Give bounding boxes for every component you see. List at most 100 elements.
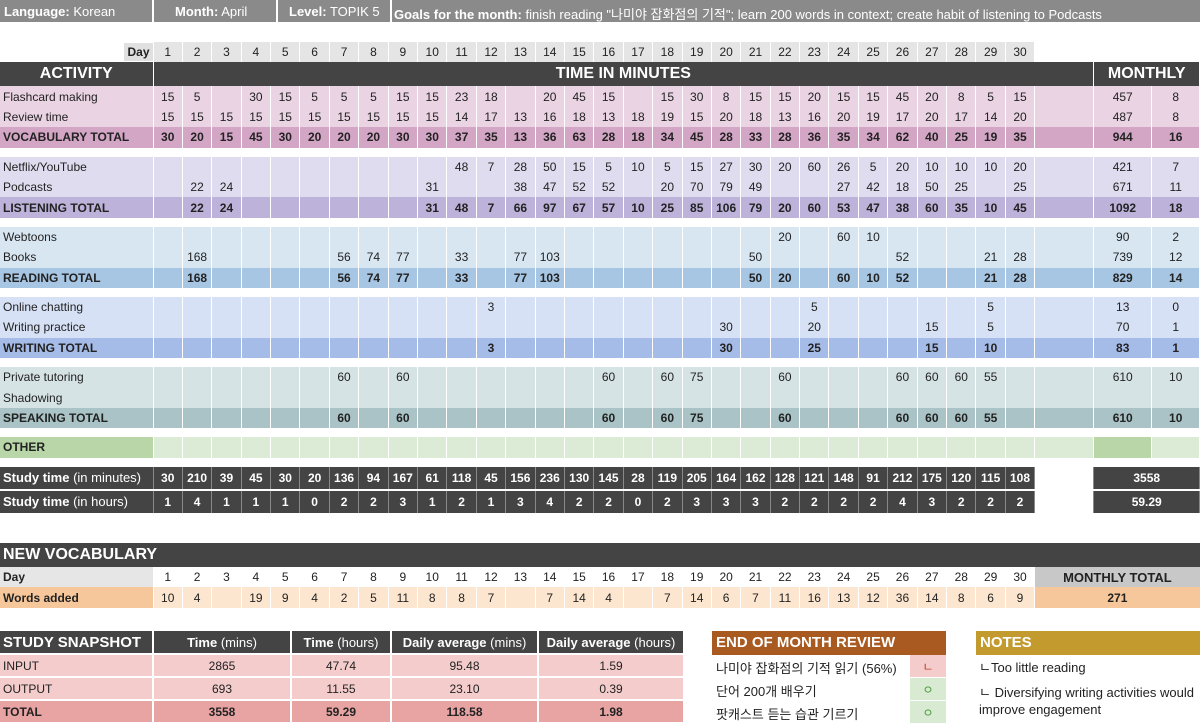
day-number: 28 xyxy=(946,42,977,63)
minutes-cell: 15 xyxy=(153,106,183,128)
minutes-cell xyxy=(505,86,536,107)
minutes-cell xyxy=(358,176,389,198)
day-number: 21 xyxy=(740,567,771,588)
minutes-cell xyxy=(946,387,977,408)
day-number: 7 xyxy=(329,567,360,588)
empty-cell xyxy=(564,437,595,458)
study-cell: 148 xyxy=(828,466,859,489)
day-number: 6 xyxy=(299,567,330,588)
minutes-cell: 49 xyxy=(740,176,771,198)
minutes-cell xyxy=(270,317,301,338)
minutes-cell xyxy=(711,387,742,408)
words-cell: 7 xyxy=(476,587,507,608)
words-cell xyxy=(211,587,242,608)
minutes-cell xyxy=(564,407,595,429)
minutes-cell xyxy=(388,296,419,318)
minutes-cell xyxy=(564,247,595,268)
minutes-cell: 77 xyxy=(388,267,419,288)
day-number: 29 xyxy=(975,567,1006,588)
study-cell: 0 xyxy=(623,490,654,513)
minutes-cell: 20 xyxy=(358,127,389,148)
empty-cell xyxy=(946,437,977,458)
snapshot-row: INPUT 2865 47.74 95.48 1.59 xyxy=(0,654,685,678)
minutes-cell: 35 xyxy=(476,127,507,148)
monthly-days-cell: 2 xyxy=(1151,226,1200,248)
minutes-cell: 34 xyxy=(652,127,683,148)
day-number: 16 xyxy=(593,42,624,63)
minutes-cell: 20 xyxy=(770,267,801,288)
minutes-cell: 35 xyxy=(946,197,977,218)
minutes-cell xyxy=(299,247,330,268)
day-number: 12 xyxy=(476,42,507,63)
snapshot-value: 47.74 xyxy=(291,654,392,678)
minutes-cell xyxy=(975,387,1006,408)
study-cell: 2 xyxy=(446,490,477,513)
row-label: Netflix/YouTube xyxy=(0,156,154,177)
empty-cell xyxy=(770,437,801,458)
month-info: Month: April xyxy=(175,4,248,19)
spacer xyxy=(0,428,1200,438)
minutes-cell: 21 xyxy=(975,267,1006,288)
minutes-cell: 27 xyxy=(711,156,742,177)
monthly-total-cell: 610 xyxy=(1093,367,1153,388)
minutes-cell xyxy=(417,367,448,388)
total-row: WRITING TOTAL 3 30 25 15 10 83 1 xyxy=(0,337,1200,359)
minutes-cell xyxy=(417,407,448,429)
snapshot-value: 1.98 xyxy=(538,700,685,724)
minutes-cell xyxy=(535,367,565,388)
day-number: 16 xyxy=(593,567,624,588)
minutes-cell xyxy=(476,387,507,408)
header-main: Daily average xyxy=(546,634,631,650)
minutes-cell xyxy=(358,296,389,318)
minutes-cell xyxy=(358,317,389,338)
minutes-cell xyxy=(917,296,948,318)
minutes-cell xyxy=(358,337,389,359)
row-label: Flashcard making xyxy=(0,86,154,107)
day-number: 1 xyxy=(153,42,183,63)
minutes-cell xyxy=(593,337,624,359)
minutes-cell: 15 xyxy=(564,156,595,177)
study-cell: 175 xyxy=(917,466,948,489)
minutes-cell xyxy=(505,337,536,359)
minutes-cell: 20 xyxy=(652,176,683,198)
minutes-cell: 45 xyxy=(1005,197,1036,218)
minutes-cell: 15 xyxy=(417,106,448,128)
row-label: Private tutoring xyxy=(0,367,154,388)
minutes-cell: 60 xyxy=(593,367,624,388)
minutes-cell: 62 xyxy=(887,127,918,148)
study-cell: 164 xyxy=(711,466,742,489)
minutes-cell xyxy=(388,197,419,218)
spacer-cell xyxy=(1034,127,1095,148)
minutes-cell: 28 xyxy=(593,127,624,148)
minutes-cell: 60 xyxy=(652,407,683,429)
empty-cell xyxy=(299,437,330,458)
monthly-days-cell: 7 xyxy=(1151,156,1200,177)
words-cell: 10 xyxy=(153,587,183,608)
minutes-cell: 20 xyxy=(917,106,948,128)
activity-row: Writing practice 30 20 15 5 70 1 xyxy=(0,317,1200,338)
minutes-cell xyxy=(770,296,801,318)
minutes-cell xyxy=(182,337,213,359)
minutes-cell xyxy=(388,226,419,248)
minutes-cell xyxy=(241,156,272,177)
row-label: WRITING TOTAL xyxy=(0,337,154,359)
minutes-cell: 5 xyxy=(299,86,330,107)
minutes-cell: 60 xyxy=(799,197,830,218)
minutes-cell xyxy=(682,296,712,318)
minutes-cell xyxy=(211,296,242,318)
minutes-cell: 8 xyxy=(946,86,977,107)
row-label: Study time (in minutes) xyxy=(0,466,154,489)
minutes-cell xyxy=(711,296,742,318)
study-cell: 2 xyxy=(946,490,977,513)
empty-cell xyxy=(1093,42,1152,63)
minutes-cell: 10 xyxy=(975,156,1006,177)
minutes-cell xyxy=(623,86,654,107)
minutes-cell: 5 xyxy=(858,156,889,177)
words-cell: 8 xyxy=(446,587,477,608)
study-cell: 4 xyxy=(535,490,565,513)
minutes-cell: 19 xyxy=(975,127,1006,148)
spacer-cell xyxy=(1034,490,1095,513)
minutes-cell: 30 xyxy=(388,127,419,148)
minutes-cell xyxy=(799,247,830,268)
minutes-cell: 27 xyxy=(828,176,859,198)
